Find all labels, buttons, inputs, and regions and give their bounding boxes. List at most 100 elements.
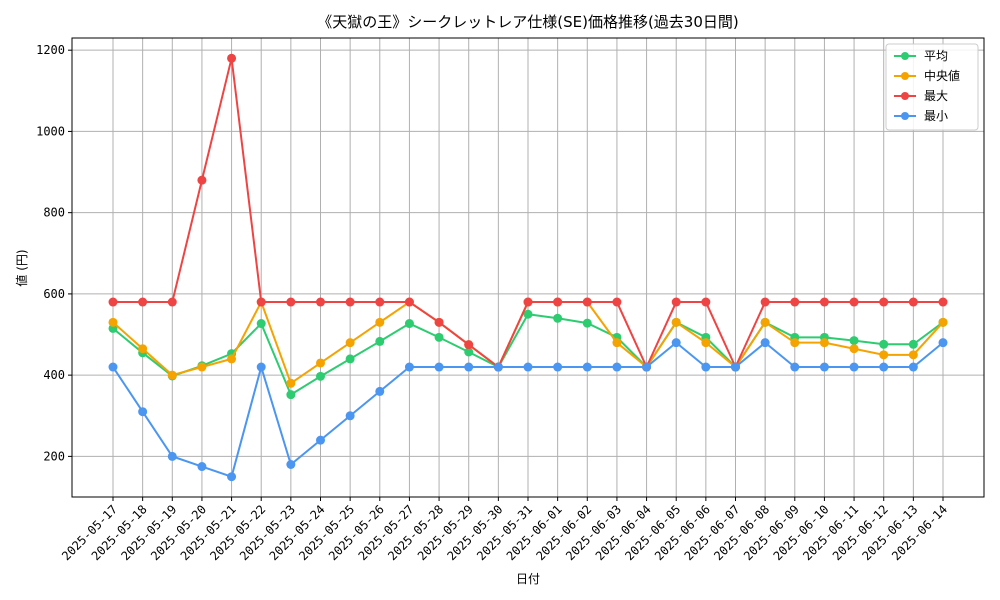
data-point — [582, 318, 592, 328]
data-point — [582, 297, 592, 307]
data-point — [849, 344, 859, 354]
data-point — [345, 354, 355, 364]
data-point — [671, 297, 681, 307]
data-point — [819, 338, 829, 348]
data-point — [819, 297, 829, 307]
data-point — [375, 336, 385, 346]
data-point — [286, 378, 296, 388]
data-point — [493, 362, 503, 372]
series-layer — [108, 53, 948, 482]
chart-title: 《天獄の王》シークレットレア仕様(SE)価格推移(過去30日間) — [317, 13, 739, 31]
data-point — [612, 362, 622, 372]
data-point — [553, 297, 563, 307]
y-tick-label: 1000 — [36, 124, 65, 138]
y-tick-label: 1200 — [36, 43, 65, 57]
data-point — [553, 313, 563, 323]
data-point — [701, 338, 711, 348]
data-point — [908, 297, 918, 307]
data-point — [108, 317, 118, 327]
data-point — [286, 460, 296, 470]
x-axis-label: 日付 — [516, 572, 540, 586]
data-point — [316, 435, 325, 445]
data-point — [167, 370, 177, 380]
data-point — [256, 297, 266, 307]
data-point — [345, 297, 355, 307]
data-point — [671, 338, 681, 348]
legend-box — [885, 43, 979, 131]
data-point — [849, 362, 859, 372]
y-tick-label: 600 — [43, 287, 65, 301]
data-point — [256, 362, 266, 372]
data-point — [197, 462, 207, 472]
y-tick-label: 400 — [43, 368, 65, 382]
legend-entry: 最大 — [924, 89, 948, 103]
data-point — [316, 371, 325, 381]
data-point — [138, 407, 148, 417]
legend-entry: 最小 — [924, 109, 948, 123]
data-point — [671, 317, 681, 327]
data-point — [227, 53, 237, 63]
grid — [72, 38, 984, 497]
y-axis-label: 値 (円) — [14, 249, 29, 286]
legend-marker — [901, 72, 909, 80]
data-point — [227, 472, 237, 482]
y-tick-label: 800 — [43, 206, 65, 220]
data-point — [553, 362, 563, 372]
legend-entry: 平均 — [924, 49, 948, 63]
data-point — [879, 350, 889, 360]
data-point — [404, 362, 414, 372]
data-point — [701, 297, 711, 307]
data-point — [138, 344, 148, 354]
data-point — [819, 362, 829, 372]
data-point — [464, 340, 474, 350]
data-point — [938, 317, 948, 327]
data-point — [523, 309, 533, 319]
data-point — [790, 297, 800, 307]
data-point — [760, 317, 770, 327]
legend-marker — [901, 92, 909, 100]
legend-marker — [901, 52, 909, 60]
y-axis-ticks: 200 400 600 800 1000 1200 — [36, 43, 72, 463]
data-point — [316, 297, 325, 307]
data-point — [879, 362, 889, 372]
data-point — [790, 362, 800, 372]
data-point — [612, 297, 622, 307]
data-point — [404, 319, 414, 329]
data-point — [345, 338, 355, 348]
legend-marker — [901, 112, 909, 120]
data-point — [849, 336, 859, 346]
data-point — [523, 362, 533, 372]
data-point — [879, 297, 889, 307]
data-point — [286, 390, 296, 400]
legend-entry: 中央値 — [924, 68, 960, 83]
data-point — [908, 350, 918, 360]
data-point — [375, 386, 385, 396]
data-point — [701, 362, 711, 372]
data-point — [434, 317, 444, 327]
data-point — [167, 297, 177, 307]
data-point — [760, 338, 770, 348]
y-tick-label: 200 — [43, 449, 65, 463]
data-point — [790, 338, 800, 348]
data-point — [642, 362, 652, 372]
data-point — [879, 339, 889, 349]
data-point — [849, 297, 859, 307]
data-point — [908, 339, 918, 349]
data-point — [760, 297, 770, 307]
data-point — [908, 362, 918, 372]
data-point — [434, 362, 444, 372]
data-point — [197, 362, 207, 372]
data-point — [464, 362, 474, 372]
data-point — [227, 354, 237, 364]
data-point — [938, 338, 948, 348]
data-point — [612, 338, 622, 348]
data-point — [316, 358, 325, 368]
data-point — [345, 411, 355, 421]
data-point — [167, 451, 177, 461]
data-point — [375, 317, 385, 327]
data-point — [731, 362, 740, 372]
data-point — [108, 297, 118, 307]
data-point — [938, 297, 948, 307]
